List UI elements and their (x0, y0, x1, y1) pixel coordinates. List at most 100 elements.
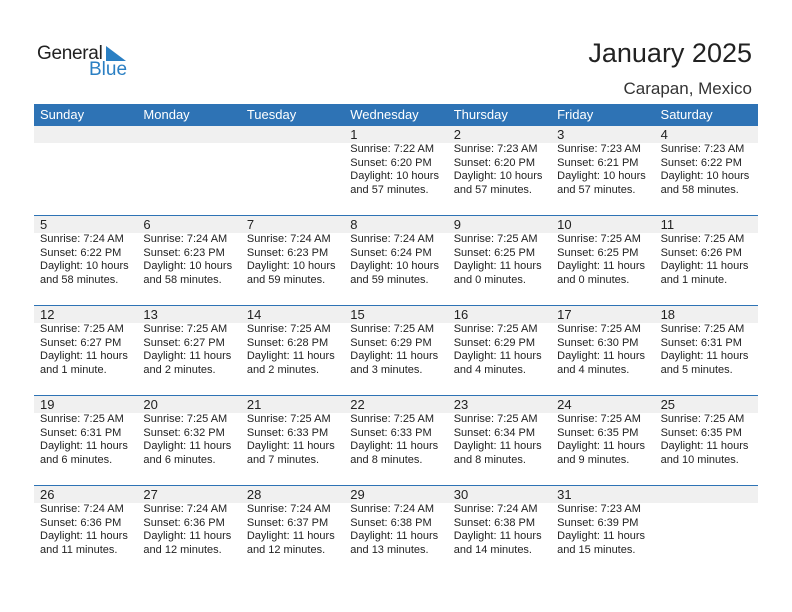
sunset-text: Sunset: 6:34 PM (453, 426, 536, 439)
daylight1-text: Daylight: 11 hours (453, 260, 542, 272)
sunrise-text: Sunrise: 7:25 AM (143, 323, 228, 335)
sunset-text: Sunset: 6:22 PM (660, 156, 742, 169)
day-cell: 28 Sunrise: 7:24 AM Sunset: 6:37 PM Dayligh… (241, 486, 344, 576)
weekday-saturday: Saturday (660, 107, 713, 122)
daylight1-text: Daylight: 11 hours (557, 440, 645, 452)
daylight2-text: and 14 minutes. (453, 543, 532, 556)
sunset-text: Sunset: 6:32 PM (143, 426, 225, 439)
daylight1-text: Daylight: 11 hours (143, 350, 232, 362)
weekday-wednesday: Wednesday (350, 107, 419, 122)
daylight1-text: Daylight: 10 hours (143, 260, 233, 272)
daylight2-text: and 8 minutes. (453, 453, 526, 466)
sunset-text: Sunset: 6:23 PM (246, 246, 329, 259)
day-number: 10 (557, 217, 572, 232)
daylight1-text: Daylight: 10 hours (557, 170, 646, 182)
weekday-friday: Friday (557, 107, 594, 122)
daylight2-text: and 0 minutes. (557, 273, 630, 286)
sunset-text: Sunset: 6:26 PM (660, 246, 742, 259)
daylight1-text: Daylight: 11 hours (40, 440, 128, 452)
sunrise-text: Sunrise: 7:25 AM (40, 413, 124, 425)
day-cell: 29 Sunrise: 7:24 AM Sunset: 6:38 PM Dayligh… (344, 486, 447, 576)
daylight1-text: Daylight: 11 hours (40, 530, 128, 542)
week-row: 12 Sunrise: 7:25 AM Sunset: 6:27 PM Dayligh… (34, 305, 758, 396)
day-cell: 6 Sunrise: 7:24 AM Sunset: 6:23 PM Daylight… (137, 216, 240, 306)
sunset-text: Sunset: 6:36 PM (40, 516, 122, 529)
day-cell: 15 Sunrise: 7:25 AM Sunset: 6:29 PM Dayligh… (344, 306, 447, 396)
day-cell: 25 Sunrise: 7:25 AM Sunset: 6:35 PM Dayligh… (655, 396, 758, 486)
day-cell: 17 Sunrise: 7:25 AM Sunset: 6:30 PM Dayligh… (551, 306, 654, 396)
day-number: 27 (143, 487, 158, 502)
date-strip (34, 306, 758, 323)
day-number: 9 (453, 217, 461, 232)
daylight2-text: and 3 minutes. (350, 363, 423, 376)
daylight2-text: and 15 minutes. (557, 543, 636, 556)
sunset-text: Sunset: 6:25 PM (453, 246, 536, 259)
daylight2-text: and 57 minutes. (453, 183, 532, 196)
sunrise-text: Sunrise: 7:25 AM (453, 323, 538, 335)
sunset-text: Sunset: 6:27 PM (143, 336, 225, 349)
day-cell: 20 Sunrise: 7:25 AM Sunset: 6:32 PM Dayligh… (137, 396, 240, 486)
sunset-text: Sunset: 6:35 PM (557, 426, 639, 439)
sunrise-text: Sunrise: 7:23 AM (453, 143, 538, 155)
sunset-text: Sunset: 6:29 PM (350, 336, 432, 349)
daylight2-text: and 1 minute. (660, 273, 728, 286)
daylight2-text: and 12 minutes. (246, 543, 326, 556)
daylight1-text: Daylight: 11 hours (660, 440, 749, 452)
day-cell: 30 Sunrise: 7:24 AM Sunset: 6:38 PM Dayligh… (448, 486, 551, 576)
sunrise-text: Sunrise: 7:25 AM (246, 413, 331, 425)
week-row: 5 Sunrise: 7:24 AM Sunset: 6:22 PM Daylight… (34, 215, 758, 306)
day-number: 31 (557, 487, 572, 502)
sunrise-text: Sunrise: 7:24 AM (246, 503, 331, 515)
daylight2-text: and 9 minutes. (557, 453, 630, 466)
daylight1-text: Daylight: 10 hours (350, 170, 439, 182)
sunset-text: Sunset: 6:31 PM (660, 336, 742, 349)
sunrise-text: Sunrise: 7:25 AM (143, 413, 228, 425)
daylight1-text: Daylight: 11 hours (557, 350, 645, 362)
logo: General Blue (37, 43, 127, 80)
daylight1-text: Daylight: 11 hours (350, 350, 439, 362)
daylight2-text: and 2 minutes. (143, 363, 216, 376)
day-number: 23 (453, 397, 469, 412)
day-cell: 18 Sunrise: 7:25 AM Sunset: 6:31 PM Dayligh… (655, 306, 758, 396)
day-cell: 14 Sunrise: 7:25 AM Sunset: 6:28 PM Dayligh… (241, 306, 344, 396)
sunrise-text: Sunrise: 7:23 AM (557, 143, 641, 155)
daylight1-text: Daylight: 11 hours (660, 350, 749, 362)
day-cell: 24 Sunrise: 7:25 AM Sunset: 6:35 PM Dayligh… (551, 396, 654, 486)
daylight2-text: and 10 minutes. (660, 453, 739, 466)
daylight2-text: and 13 minutes. (350, 543, 429, 556)
sunset-text: Sunset: 6:22 PM (40, 246, 122, 259)
sunrise-text: Sunrise: 7:25 AM (557, 323, 641, 335)
sunset-text: Sunset: 6:31 PM (40, 426, 122, 439)
daylight1-text: Daylight: 10 hours (40, 260, 129, 272)
sunset-text: Sunset: 6:21 PM (557, 156, 639, 169)
date-strip (34, 486, 758, 503)
day-cell: 21 Sunrise: 7:25 AM Sunset: 6:33 PM Dayligh… (241, 396, 344, 486)
sunrise-text: Sunrise: 7:25 AM (350, 323, 435, 335)
day-cell: 12 Sunrise: 7:25 AM Sunset: 6:27 PM Dayligh… (34, 306, 137, 396)
sunrise-text: Sunrise: 7:23 AM (660, 143, 745, 155)
day-number: 4 (660, 127, 668, 142)
daylight2-text: and 57 minutes. (557, 183, 636, 196)
day-cell: 3 Sunrise: 7:23 AM Sunset: 6:21 PM Daylight… (551, 126, 654, 216)
date-strip (34, 126, 758, 143)
day-cell: 10 Sunrise: 7:25 AM Sunset: 6:25 PM Dayligh… (551, 216, 654, 306)
day-number: 11 (660, 217, 675, 232)
day-number: 15 (350, 307, 365, 322)
day-number: 3 (557, 127, 565, 142)
day-number: 29 (350, 487, 365, 502)
day-number: 16 (453, 307, 469, 322)
logo-text-general: General (37, 43, 103, 64)
sunrise-text: Sunrise: 7:25 AM (246, 323, 331, 335)
day-number: 8 (350, 217, 358, 232)
sunrise-text: Sunrise: 7:25 AM (660, 323, 745, 335)
week-row: 1 Sunrise: 7:22 AM Sunset: 6:20 PM Daylight… (34, 126, 758, 216)
day-number: 1 (350, 127, 358, 142)
daylight1-text: Daylight: 11 hours (246, 440, 335, 452)
sunset-text: Sunset: 6:24 PM (350, 246, 432, 259)
sunrise-text: Sunrise: 7:25 AM (557, 413, 641, 425)
page-title: January 2025 (588, 38, 752, 68)
sunset-text: Sunset: 6:33 PM (246, 426, 329, 439)
sunset-text: Sunset: 6:29 PM (453, 336, 536, 349)
daylight2-text: and 1 minute. (40, 363, 107, 376)
